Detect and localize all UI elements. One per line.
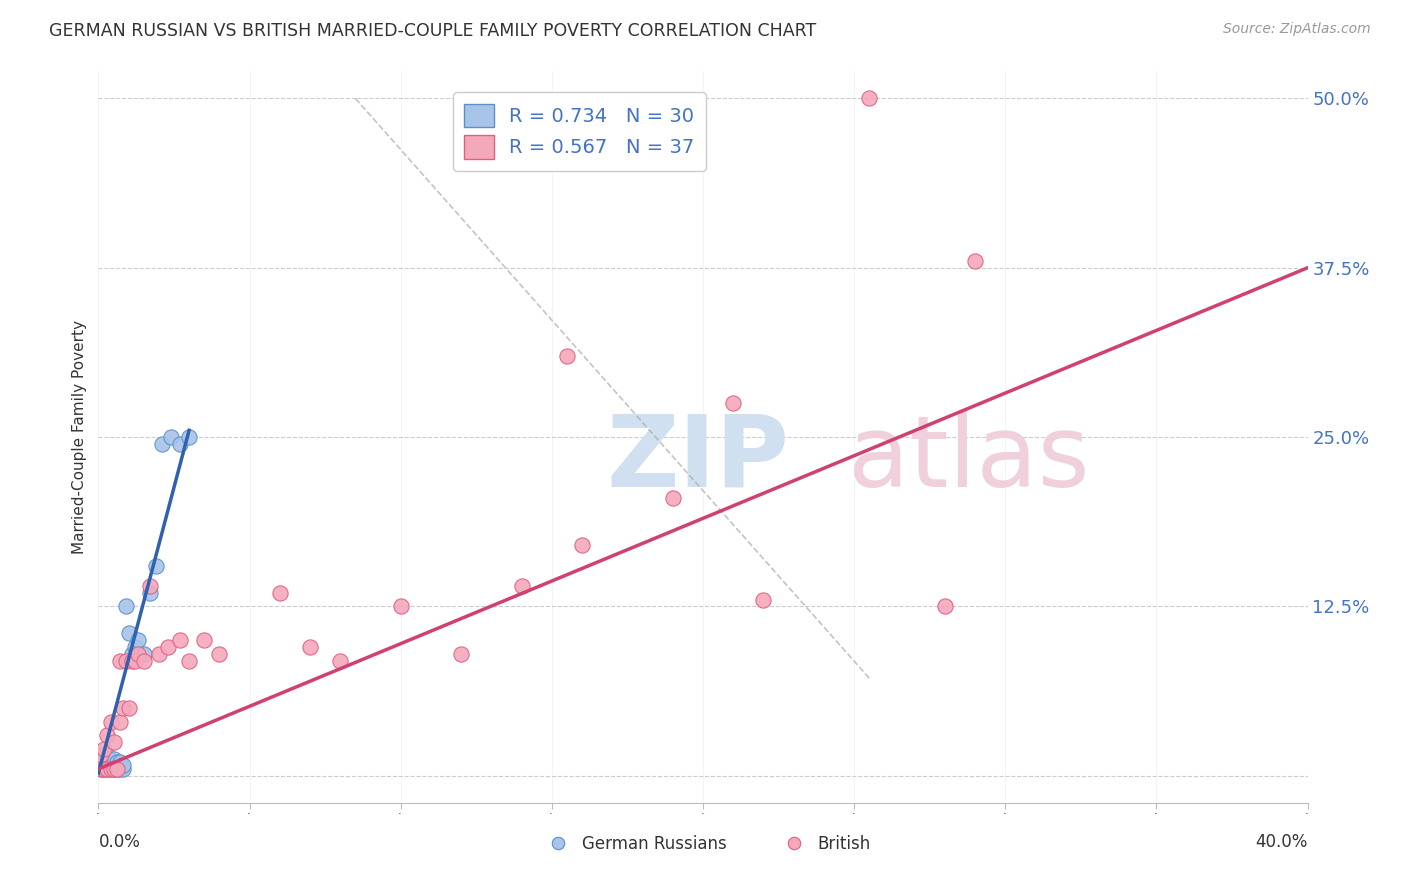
- Point: [661, 491, 683, 505]
- Point: [93, 757, 115, 772]
- Point: [121, 647, 143, 661]
- Point: [96, 728, 118, 742]
- Point: [103, 762, 125, 776]
- Point: [723, 396, 745, 410]
- Point: [108, 755, 131, 769]
- Point: [299, 640, 322, 654]
- Y-axis label: Married-Couple Family Poverty: Married-Couple Family Poverty: [72, 320, 87, 554]
- Point: [139, 586, 162, 600]
- Point: [329, 654, 352, 668]
- Point: [108, 762, 131, 776]
- Point: [93, 762, 115, 776]
- Point: [114, 654, 136, 668]
- Point: [105, 762, 128, 776]
- Point: [90, 762, 112, 776]
- Point: [193, 633, 215, 648]
- Point: [752, 592, 775, 607]
- Point: [111, 762, 134, 776]
- Point: [121, 654, 143, 668]
- Point: [105, 762, 128, 776]
- Point: [965, 254, 987, 268]
- Point: [111, 757, 134, 772]
- Text: 40.0%: 40.0%: [1256, 833, 1308, 851]
- Point: [156, 640, 179, 654]
- Point: [100, 762, 122, 776]
- Point: [132, 654, 155, 668]
- Point: [145, 558, 167, 573]
- Text: atlas: atlas: [848, 410, 1090, 508]
- Point: [111, 701, 134, 715]
- Point: [118, 626, 141, 640]
- Point: [93, 741, 115, 756]
- Text: British: British: [818, 836, 872, 854]
- Point: [93, 762, 115, 776]
- Point: [103, 762, 125, 776]
- Point: [150, 437, 173, 451]
- Point: [179, 430, 201, 444]
- Point: [148, 647, 170, 661]
- Point: [160, 430, 183, 444]
- Point: [96, 762, 118, 776]
- Point: [100, 762, 122, 776]
- Point: [127, 647, 149, 661]
- Point: [124, 640, 146, 654]
- Point: [208, 647, 231, 661]
- Point: [103, 752, 125, 766]
- Point: [96, 755, 118, 769]
- Text: Source: ZipAtlas.com: Source: ZipAtlas.com: [1223, 22, 1371, 37]
- Point: [105, 755, 128, 769]
- Point: [100, 714, 122, 729]
- Point: [169, 633, 191, 648]
- Point: [389, 599, 412, 614]
- Point: [96, 762, 118, 776]
- Point: [858, 91, 880, 105]
- Text: ZIP: ZIP: [606, 410, 789, 508]
- Point: [934, 599, 956, 614]
- Point: [571, 538, 593, 552]
- Point: [100, 757, 122, 772]
- Point: [124, 654, 146, 668]
- Legend: R = 0.734   N = 30, R = 0.567   N = 37: R = 0.734 N = 30, R = 0.567 N = 37: [453, 92, 706, 170]
- Text: GERMAN RUSSIAN VS BRITISH MARRIED-COUPLE FAMILY POVERTY CORRELATION CHART: GERMAN RUSSIAN VS BRITISH MARRIED-COUPLE…: [49, 22, 817, 40]
- Point: [450, 647, 472, 661]
- Point: [96, 748, 118, 763]
- Point: [1236, 843, 1258, 857]
- Point: [108, 714, 131, 729]
- Text: 0.0%: 0.0%: [98, 833, 141, 851]
- Point: [510, 579, 533, 593]
- Point: [169, 437, 191, 451]
- Point: [127, 633, 149, 648]
- Text: German Russians: German Russians: [582, 836, 727, 854]
- Point: [90, 755, 112, 769]
- Point: [132, 647, 155, 661]
- Point: [179, 654, 201, 668]
- Point: [269, 586, 291, 600]
- Point: [90, 748, 112, 763]
- Point: [93, 751, 115, 765]
- Point: [118, 701, 141, 715]
- Point: [114, 599, 136, 614]
- Point: [139, 579, 162, 593]
- Point: [90, 762, 112, 776]
- Point: [108, 654, 131, 668]
- Point: [103, 735, 125, 749]
- Point: [555, 349, 578, 363]
